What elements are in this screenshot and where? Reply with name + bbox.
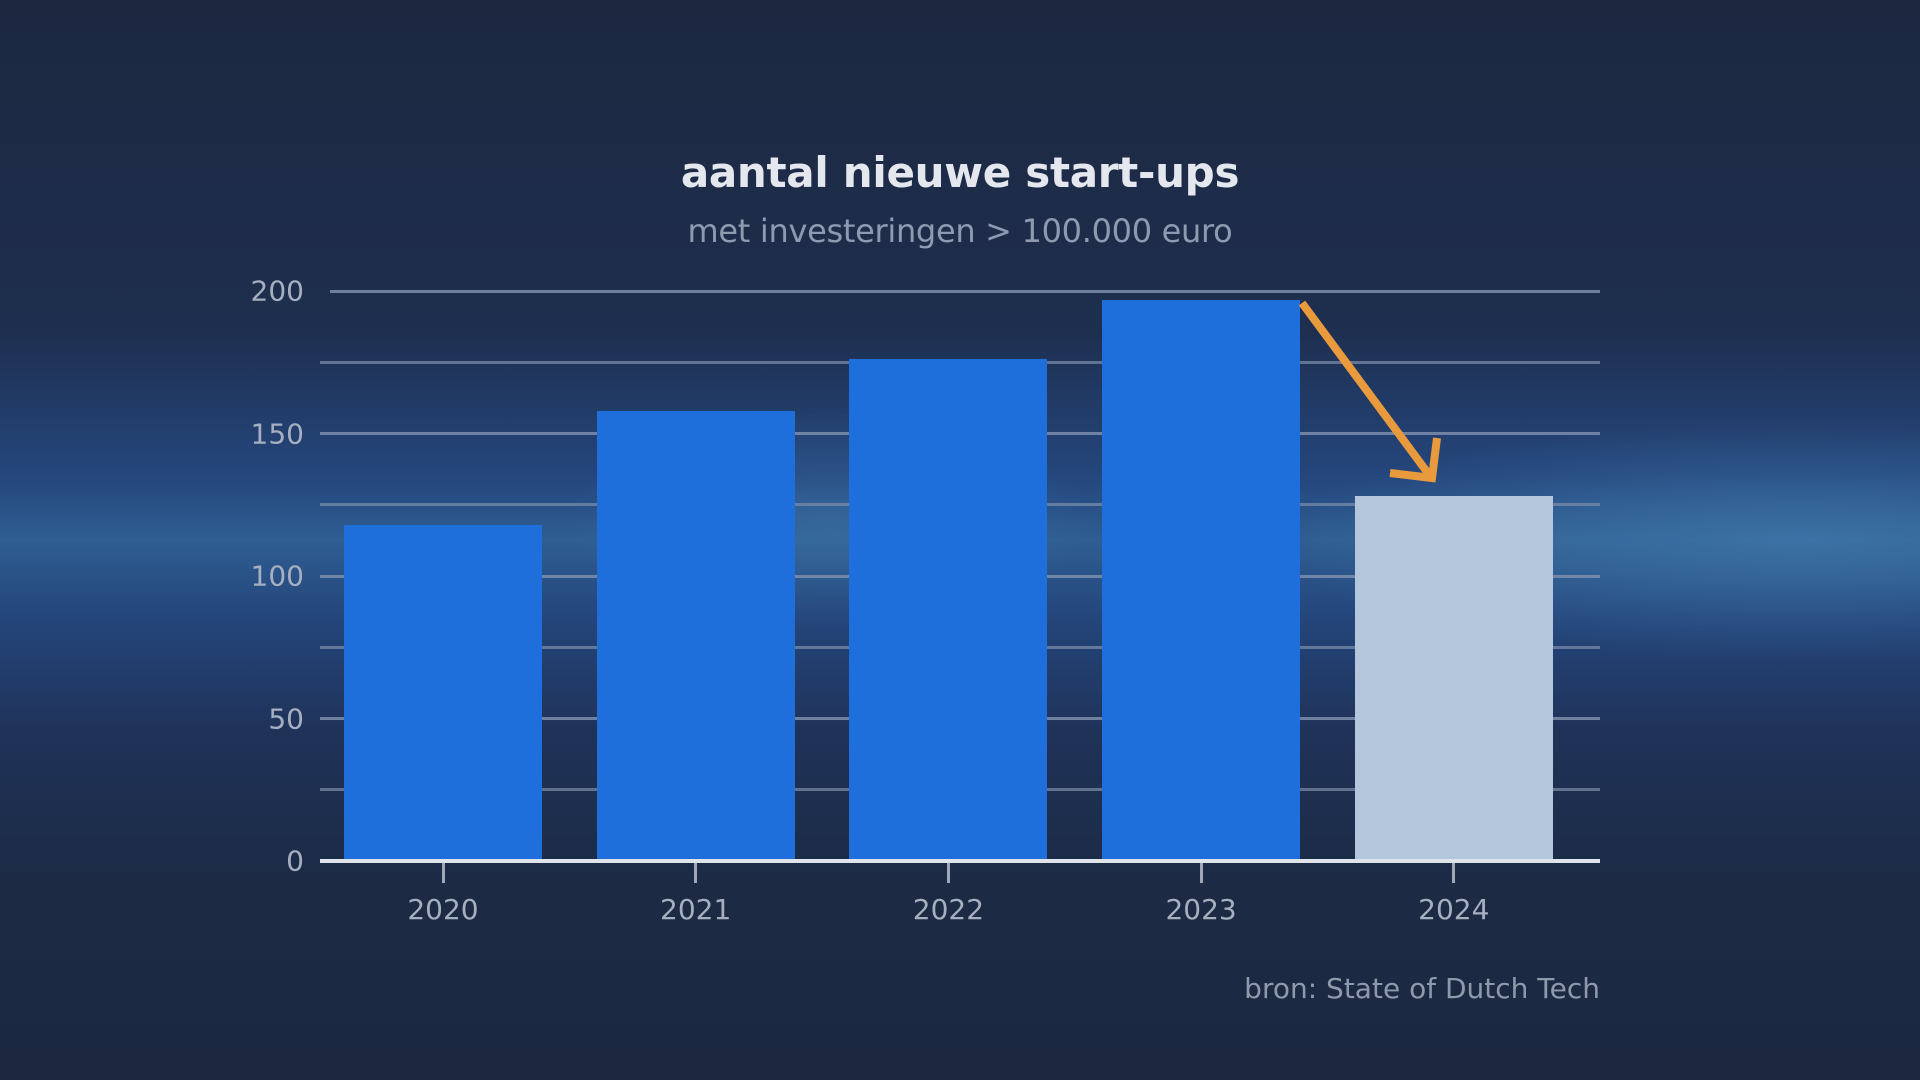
x-axis-tick	[441, 863, 445, 883]
x-axis-tick	[1199, 863, 1203, 883]
x-axis-label: 2022	[912, 893, 985, 926]
bar-2021[interactable]	[596, 410, 795, 861]
bar-2022[interactable]	[849, 359, 1048, 861]
chart-subtitle: met investeringen > 100.000 euro	[687, 212, 1233, 250]
major-gridline	[330, 289, 1600, 293]
x-axis-tick	[694, 863, 698, 883]
y-axis-label: 100	[250, 559, 304, 593]
chart-title: aantal nieuwe start-ups	[680, 148, 1240, 197]
y-axis-label: 0	[286, 844, 304, 878]
x-axis-tick	[1452, 863, 1456, 883]
bar-2020[interactable]	[344, 524, 542, 861]
x-axis-label: 2024	[1418, 893, 1490, 926]
bar-2023[interactable]	[1102, 299, 1301, 861]
x-axis-label: 2020	[407, 893, 479, 926]
x-axis-tick	[946, 863, 950, 883]
y-axis-label: 200	[250, 274, 304, 308]
bar-2024[interactable]	[1354, 496, 1553, 861]
x-axis-baseline	[320, 859, 1600, 863]
source-note: bron: State of Dutch Tech	[1244, 972, 1600, 1005]
y-axis-label: 50	[268, 702, 304, 735]
y-axis-label: 150	[250, 417, 304, 450]
x-axis-label: 2021	[660, 893, 732, 926]
x-axis-label: 2023	[1165, 893, 1237, 926]
